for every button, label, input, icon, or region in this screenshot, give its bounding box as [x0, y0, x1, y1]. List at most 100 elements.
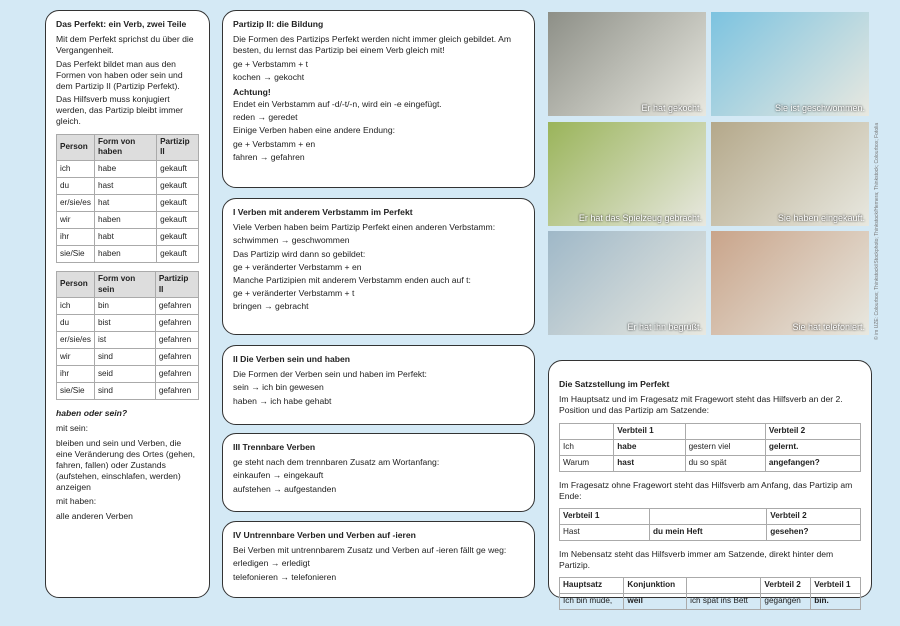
table-cell: ihr: [56, 227, 95, 246]
table-cell: ihr: [56, 365, 95, 384]
lines: Endet ein Verbstamm auf -d/-t/-n, wird e…: [233, 99, 524, 163]
photo-caption: Sie hat telefoniert.: [792, 322, 865, 332]
line: Die Formen des Partizips Perfekt werden …: [233, 34, 511, 56]
table-row: er/sie/es ist gefahren: [56, 331, 200, 350]
credit: © im UZE: Colourbox; Thinkstock/iStockph…: [874, 122, 880, 340]
lines: ge steht nach dem trennbaren Zusatz am W…: [233, 457, 524, 495]
table-cell: er/sie/es: [56, 193, 95, 212]
table-cell: gekauft: [156, 210, 199, 229]
table-row: wir sind gefahren: [56, 348, 200, 367]
table-cell: ich: [56, 159, 95, 178]
table-cell: habe: [93, 159, 158, 178]
table-cell: sie/Sie: [56, 244, 95, 263]
table-row: du bist gefahren: [56, 314, 200, 333]
lines: Viele Verben haben beim Partizip Perfekt…: [233, 222, 524, 312]
table-cell: gekauft: [156, 244, 199, 263]
line: ge + veränderter Verbstamm + en: [233, 261, 362, 272]
line: telefonieren → telefonieren: [233, 571, 337, 582]
table-cell: Person: [56, 133, 95, 161]
table-cell: gekauft: [156, 227, 199, 246]
table-cell: Form von sein: [93, 270, 156, 299]
table: Verbteil 1 Verbteil 2 Ich habe gestern viel g…: [558, 422, 862, 472]
lines: Die Formen des Partizips Perfekt werden …: [233, 34, 524, 83]
table-cell: hast: [613, 454, 686, 472]
line: kochen → gekocht: [233, 71, 305, 82]
table-row: sie/Sie sind gefahren: [56, 382, 200, 401]
table-cell: bin.: [810, 593, 861, 611]
lines: Die Formen der Verben sein und haben im …: [233, 369, 524, 407]
table-cell: Verbteil 1: [559, 507, 650, 525]
text: Im Hauptsatz und im Fragesatz mit Fragew…: [559, 394, 843, 416]
table-cell: Partizip II: [156, 133, 199, 161]
line: schwimmen → geschwommen: [233, 235, 350, 246]
line: Das Partizip wird dann so gebildet:: [233, 248, 366, 259]
table-cell: [686, 577, 762, 595]
line: fahren → gefahren: [233, 151, 305, 162]
line: ge + veränderter Verbstamm + t: [233, 288, 355, 299]
table-cell: sind: [93, 348, 156, 367]
table-cell: [684, 422, 766, 440]
table-cell: Verbteil 2: [760, 577, 812, 595]
photo-caption: Er hat gekocht.: [641, 103, 702, 113]
line: Einige Verben haben eine andere Endung:: [233, 125, 395, 136]
panel: Partizip II: die Bildung Die Formen des P…: [222, 10, 535, 188]
table-cell: du: [56, 314, 95, 333]
photo: Sie ist geschwommen.: [711, 12, 869, 116]
line: aufstehen → aufgestanden: [233, 483, 337, 494]
table-cell: gegangen: [760, 593, 812, 611]
table-cell: ist: [93, 331, 156, 350]
panel: II Die Verben sein und haben Die Formen d…: [222, 345, 535, 425]
question: haben oder sein?: [56, 408, 128, 419]
table-cell: gesehen?: [766, 523, 861, 541]
table-cell: bin: [93, 297, 156, 316]
panel: IV Untrennbare Verben und Verben auf -ie…: [222, 521, 535, 598]
line: Mit dem Perfekt sprichst du über die Ver…: [56, 34, 194, 56]
text: alle anderen Verben: [56, 510, 133, 521]
table-cell: Ich: [558, 438, 615, 456]
line: reden → geredet: [233, 112, 298, 123]
line: Das Perfekt bildet man aus den Formen vo…: [56, 58, 183, 91]
table-cell: Ich bin müde,: [558, 593, 625, 611]
table-cell: habe: [613, 438, 686, 456]
table-cell: Form von haben: [93, 133, 158, 161]
table: Hauptsatz Konjunktion Verbteil 2 Verbteil 1…: [558, 577, 861, 611]
photo: Sie haben eingekauft.: [711, 121, 869, 226]
heading: Das Perfekt: ein Verb, zwei Teile: [56, 19, 187, 29]
table-cell: ich spät ins Bett: [686, 593, 762, 611]
table-row: Verbteil 1 Verbteil 2: [559, 507, 861, 525]
table-row: du hast gekauft: [56, 176, 199, 195]
table-cell: gefahren: [154, 297, 200, 316]
table-cell: du so spät: [684, 454, 766, 472]
table-cell: wir: [56, 210, 95, 229]
lines: Bei Verben mit untrennbarem Zusatz und V…: [233, 545, 524, 583]
table-cell: gekauft: [156, 176, 199, 195]
table-cell: er/sie/es: [56, 331, 95, 350]
table-cell: sind: [93, 382, 156, 401]
table-cell: Verbteil 1: [613, 422, 686, 440]
table: Person Form von sein Partizip II ich bin gefa…: [56, 270, 200, 401]
photo: Er hat das Spielzeug gebracht.: [548, 121, 706, 226]
table-cell: gekauft: [156, 193, 199, 212]
line: Endet ein Verbstamm auf -d/-t/-n, wird e…: [233, 99, 442, 110]
label: mit haben:: [56, 496, 97, 507]
heading: Partizip II: die Bildung: [233, 19, 324, 29]
table-row: Warum hast du so spät angefangen?: [558, 454, 862, 472]
table-cell: [558, 422, 615, 440]
photo-caption: Sie haben eingekauft.: [777, 212, 865, 223]
table-cell: gestern viel: [684, 438, 766, 456]
table-cell: gefahren: [154, 331, 200, 350]
table-row: Ich habe gestern viel gelernt.: [558, 438, 862, 456]
table-cell: [648, 507, 768, 525]
text: Im Nebensatz steht das Hilfsverb immer a…: [559, 548, 834, 571]
table-cell: gefahren: [154, 314, 200, 333]
table-cell: sie/Sie: [56, 382, 95, 401]
table-row: ihr habt gekauft: [56, 227, 199, 246]
heading: IV Untrennbare Verben und Verben auf -ie…: [233, 530, 416, 540]
note-heading: Achtung!: [233, 86, 271, 97]
table-cell: hat: [93, 193, 158, 212]
heading: Die Satzstellung im Perfekt: [559, 379, 670, 389]
table-cell: gekauft: [156, 159, 199, 178]
photo-caption: Er hat das Spielzeug gebracht.: [578, 212, 702, 223]
table-cell: Verbteil 1: [810, 577, 861, 595]
heading: II Die Verben sein und haben: [233, 354, 350, 364]
